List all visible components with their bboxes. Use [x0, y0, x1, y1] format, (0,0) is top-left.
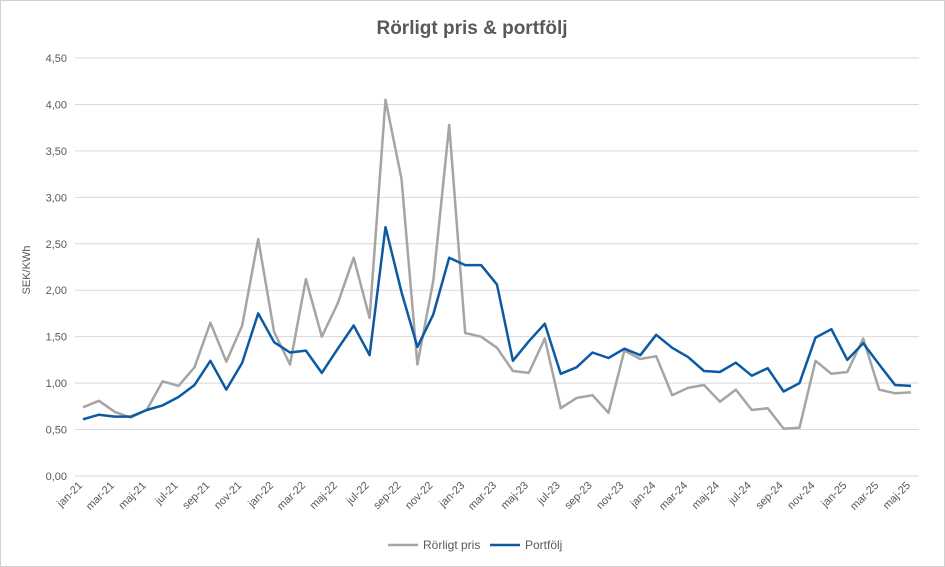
chart-title: Rörligt pris & portfölj: [376, 18, 567, 39]
x-tick-label: sep-22: [371, 480, 403, 512]
series-line-2: [82, 225, 912, 421]
x-tick-label: jul-23: [535, 480, 563, 508]
x-tick-label: jan-22: [245, 480, 276, 511]
x-tick-label: maj-23: [499, 480, 531, 512]
y-tick-label: 4,00: [46, 99, 67, 111]
y-tick-label: 2,00: [46, 285, 67, 297]
y-tick-label: 3,00: [46, 192, 67, 204]
x-tick-label: maj-25: [881, 480, 913, 512]
legend-label: Rörligt pris: [423, 538, 480, 552]
x-tick-label: jan-24: [628, 480, 659, 511]
legend: Rörligt pris Portfölj: [388, 538, 562, 552]
x-tick-label: mar-24: [657, 480, 690, 513]
x-tick-label: sep-24: [753, 480, 785, 512]
y-tick-label: 3,50: [46, 146, 67, 158]
series-lines: [82, 98, 912, 430]
series-line-1: [82, 98, 912, 430]
y-axis-label: SEK/KWh: [21, 246, 33, 295]
x-tick-label: jul-22: [344, 480, 372, 508]
legend-label: Portfölj: [525, 538, 562, 552]
x-tick-label: sep-23: [562, 480, 594, 512]
y-tick-label: 0,50: [46, 425, 67, 437]
x-tick-label: maj-21: [117, 480, 149, 512]
y-tick-label: 1,50: [46, 332, 67, 344]
x-tick-label: mar-21: [84, 480, 117, 513]
x-tick-label: nov-24: [785, 480, 817, 512]
x-tick-label: maj-22: [308, 480, 340, 512]
x-tick-label: mar-23: [466, 480, 499, 513]
x-tick-label: jul-21: [152, 480, 180, 508]
x-tick-label: nov-22: [403, 480, 435, 512]
x-tick-label: nov-21: [212, 480, 244, 512]
x-tick-label: jan-25: [819, 480, 850, 511]
x-tick-label: mar-22: [275, 480, 308, 513]
y-tick-label: 2,50: [46, 239, 67, 251]
gridlines: [75, 57, 919, 477]
x-tick-label: maj-24: [690, 480, 722, 512]
x-tick-label: jul-24: [726, 480, 754, 508]
x-tick-label: sep-21: [180, 480, 212, 512]
y-tick-label: 1,00: [46, 378, 67, 390]
x-tick-label: mar-25: [848, 480, 881, 513]
x-tick-label: nov-23: [594, 480, 626, 512]
x-tick-label: jan-21: [54, 480, 85, 511]
y-tick-label: 4,50: [46, 53, 67, 65]
y-axis-ticks: 0,00 0,50 1,00 1,50 2,00 2,50 3,00 3,50 4,00 4,50: [46, 53, 67, 483]
x-tick-label: jan-23: [436, 480, 467, 511]
y-tick-label: 0,00: [46, 471, 67, 483]
